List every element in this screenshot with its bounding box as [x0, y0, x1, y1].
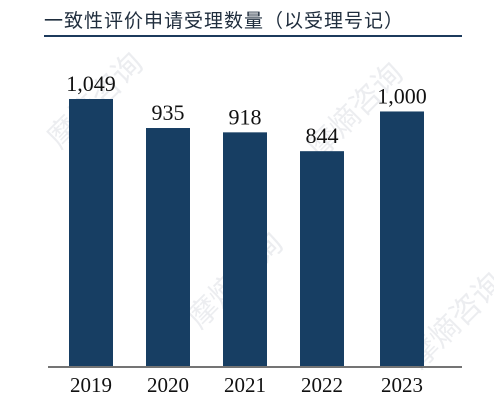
x-tick-2021: 2021 [224, 373, 266, 397]
x-tick-2019: 2019 [70, 373, 112, 397]
x-tick-2020: 2020 [147, 373, 189, 397]
bar-2022 [300, 151, 344, 366]
value-label-2022: 844 [306, 123, 339, 148]
title-underline [44, 35, 462, 37]
bars-group [69, 99, 424, 366]
bar-2019 [69, 99, 113, 366]
value-label-2021: 918 [229, 104, 262, 129]
x-tick-2023: 2023 [381, 373, 423, 397]
value-label-2019: 1,049 [66, 71, 116, 96]
value-labels-group: 1,049 935 918 844 1,000 [66, 71, 427, 148]
value-label-2020: 935 [152, 100, 185, 125]
chart-title: 一致性评价申请受理数量（以受理号记） [44, 10, 405, 32]
x-tick-2022: 2022 [301, 373, 343, 397]
value-label-2023: 1,000 [377, 83, 427, 108]
bar-2023 [380, 111, 424, 366]
bar-2020 [146, 128, 190, 366]
x-tick-labels-group: 2019 2020 2021 2022 2023 [70, 373, 423, 397]
bar-2021 [223, 132, 267, 366]
